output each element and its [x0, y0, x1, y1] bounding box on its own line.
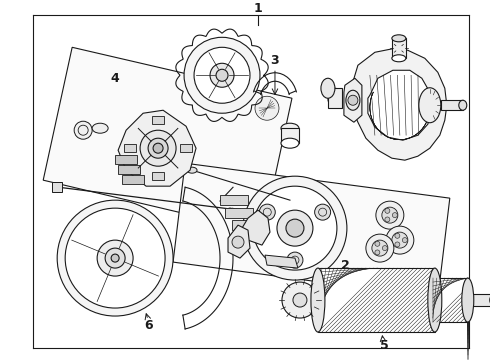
Circle shape	[392, 213, 397, 218]
Ellipse shape	[328, 88, 342, 108]
Bar	[220, 195, 248, 205]
Circle shape	[315, 204, 331, 220]
Circle shape	[232, 236, 244, 248]
Ellipse shape	[311, 268, 325, 332]
Polygon shape	[344, 78, 362, 122]
Polygon shape	[180, 144, 192, 152]
Circle shape	[395, 242, 400, 247]
Ellipse shape	[187, 167, 197, 173]
Circle shape	[243, 176, 347, 280]
Bar	[115, 155, 137, 164]
Circle shape	[385, 208, 390, 213]
Circle shape	[105, 248, 125, 268]
Bar	[433, 278, 468, 322]
Circle shape	[386, 226, 414, 254]
Circle shape	[111, 254, 119, 262]
Ellipse shape	[321, 78, 335, 98]
Circle shape	[293, 293, 307, 307]
Circle shape	[402, 238, 407, 243]
Circle shape	[348, 95, 358, 105]
Circle shape	[140, 130, 176, 166]
Circle shape	[287, 252, 303, 268]
Circle shape	[184, 37, 260, 113]
Ellipse shape	[346, 90, 360, 110]
Bar	[225, 208, 253, 218]
Circle shape	[392, 232, 408, 248]
Ellipse shape	[281, 138, 299, 148]
Circle shape	[216, 69, 228, 81]
Ellipse shape	[392, 55, 406, 62]
Polygon shape	[173, 163, 450, 298]
Bar	[318, 268, 435, 332]
Circle shape	[255, 96, 279, 120]
Polygon shape	[43, 47, 292, 232]
Bar	[465, 294, 490, 306]
Circle shape	[253, 186, 337, 270]
Circle shape	[382, 207, 398, 223]
Ellipse shape	[459, 100, 467, 110]
Polygon shape	[152, 116, 164, 124]
Ellipse shape	[92, 123, 108, 133]
Polygon shape	[228, 225, 250, 258]
Circle shape	[372, 240, 388, 256]
Bar	[328, 88, 342, 108]
Circle shape	[395, 233, 400, 238]
Polygon shape	[368, 70, 432, 140]
Text: 2: 2	[341, 258, 349, 271]
Bar	[281, 128, 299, 143]
Circle shape	[282, 282, 318, 318]
Circle shape	[286, 219, 304, 237]
Ellipse shape	[392, 35, 406, 42]
Ellipse shape	[462, 278, 474, 322]
Circle shape	[385, 217, 390, 222]
Circle shape	[259, 204, 275, 220]
Ellipse shape	[428, 268, 442, 332]
Polygon shape	[124, 144, 136, 152]
Bar	[118, 165, 140, 174]
Text: 6: 6	[144, 319, 152, 332]
Polygon shape	[118, 110, 196, 186]
Circle shape	[194, 47, 250, 103]
Circle shape	[376, 201, 404, 229]
Circle shape	[57, 200, 173, 316]
Circle shape	[74, 121, 92, 139]
Ellipse shape	[281, 123, 299, 133]
Circle shape	[375, 250, 380, 255]
Polygon shape	[242, 210, 270, 245]
Bar	[122, 175, 144, 184]
Circle shape	[375, 241, 380, 246]
Text: 4: 4	[111, 72, 120, 85]
Circle shape	[153, 143, 163, 153]
Polygon shape	[152, 172, 164, 180]
Ellipse shape	[419, 88, 441, 123]
Circle shape	[277, 210, 313, 246]
Circle shape	[366, 234, 394, 262]
Circle shape	[382, 246, 388, 251]
Polygon shape	[265, 255, 298, 268]
Text: 5: 5	[381, 338, 389, 351]
Text: 1: 1	[254, 2, 262, 15]
Circle shape	[210, 63, 234, 87]
Polygon shape	[352, 48, 447, 160]
Bar	[392, 38, 406, 58]
Circle shape	[65, 208, 165, 308]
Polygon shape	[52, 182, 62, 192]
Text: 3: 3	[270, 54, 279, 67]
Circle shape	[148, 138, 168, 158]
Circle shape	[97, 240, 133, 276]
Bar	[441, 100, 463, 110]
Bar	[232, 220, 260, 230]
